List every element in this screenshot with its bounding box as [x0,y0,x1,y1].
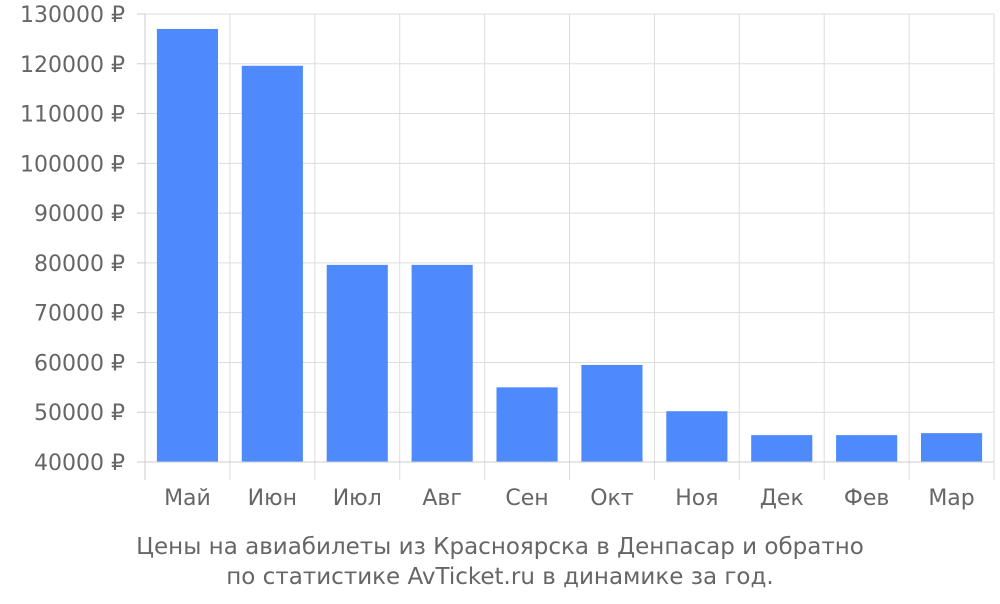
y-tick-label: 50000 ₽ [34,401,125,426]
y-tick-label: 60000 ₽ [34,351,125,376]
bar-3 [326,264,388,462]
y-tick-label: 130000 ₽ [20,3,125,28]
bar-2 [241,65,303,462]
axes [137,13,994,463]
y-tick-label: 80000 ₽ [34,252,125,277]
bar-9 [836,435,898,462]
bar-6 [581,364,643,462]
y-tick-label: 40000 ₽ [34,451,125,476]
bar-1 [156,28,219,463]
chart-caption-line-1: Цены на авиабилеты из Красноярска в Денп… [136,534,864,560]
x-tick-label: Авг [422,486,462,511]
y-tick-label: 70000 ₽ [34,302,125,327]
y-tick-label: 110000 ₽ [20,103,125,128]
bar-8 [751,435,813,462]
y-tick-label: 90000 ₽ [34,202,125,227]
y-tick-label: 120000 ₽ [20,53,125,78]
x-tick-label: Июн [248,486,297,511]
y-tick-labels: 40000 ₽ 50000 ₽ 60000 ₽ 70000 ₽ 80000 ₽ 90000… [20,3,125,476]
x-tick-label: Ноя [675,486,718,511]
bars [156,28,983,463]
bar-5 [496,387,558,462]
bar-10 [920,433,983,462]
x-tick-label: Фев [844,486,889,511]
x-tick-label: Июл [333,486,382,511]
x-tick-label: Дек [760,486,804,511]
bar-7 [666,411,728,462]
x-tick-labels: Май Июн Июл Авг Сен Окт Ноя Дек Фев Мар [164,486,975,511]
chart-caption-line-2: по статистике AvTicket.ru в динамике за … [226,564,774,590]
bar-4 [411,264,473,462]
x-tick-label: Май [164,486,211,511]
x-tick-label: Сен [505,486,548,511]
x-tick-label: Мар [928,486,974,511]
y-tick-label: 100000 ₽ [20,152,125,177]
x-tick-label: Окт [590,486,634,511]
